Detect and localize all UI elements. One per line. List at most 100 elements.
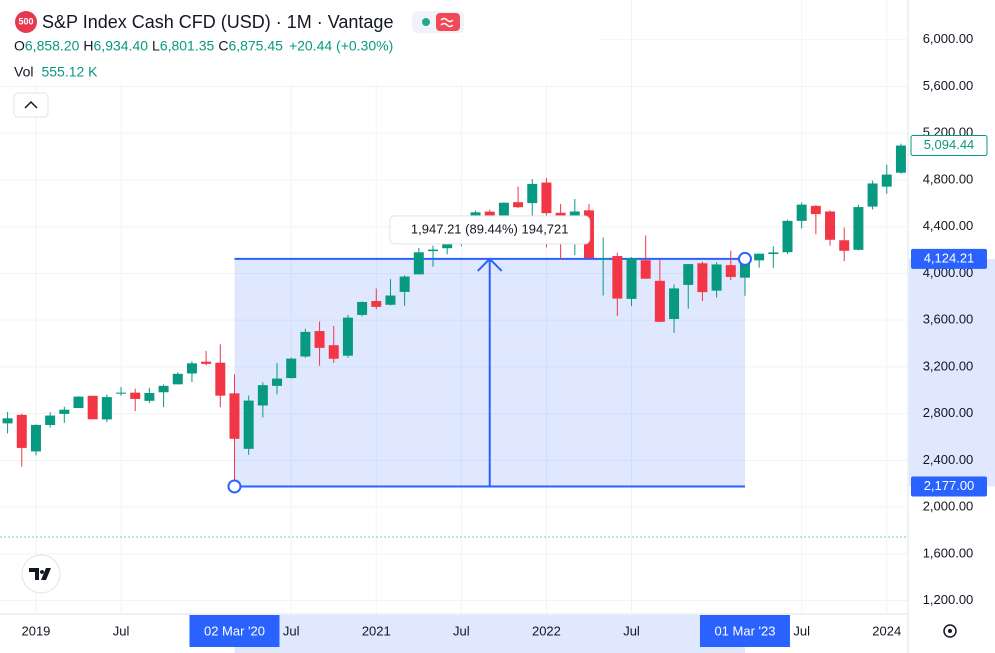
tooltip-box — [389, 215, 591, 245]
candle-body — [768, 252, 779, 255]
candle-body — [59, 409, 70, 414]
candle-body — [825, 211, 836, 240]
candle-body — [314, 331, 325, 348]
measure-end-price-box — [911, 248, 987, 269]
x-tick-label: Jul — [793, 623, 810, 638]
measure-start-price: 2,177.00 — [924, 478, 975, 493]
x-tick-label: Jul — [453, 623, 470, 638]
candle-body — [172, 373, 183, 385]
time-range-highlight — [234, 615, 745, 653]
ohlc-vol: 555.12 K — [41, 64, 98, 80]
candle-body — [300, 331, 311, 357]
candle-body — [101, 397, 112, 420]
ohlc-l: 6,801.35 — [160, 38, 215, 54]
candle-body — [73, 396, 84, 409]
measure-start-price-box — [911, 476, 987, 497]
x-tick-label: 2019 — [21, 623, 50, 638]
measure-end-date: 01 Mar '23 — [714, 623, 775, 638]
x-tick-label: Jul — [283, 623, 300, 638]
candle-body — [654, 280, 665, 322]
candle-body — [243, 400, 254, 449]
y-tick-label: 2,400.00 — [923, 452, 974, 467]
y-tick-label: 4,400.00 — [923, 218, 974, 233]
y-tick-label: 4,800.00 — [923, 171, 974, 186]
y-tick-label: 1,200.00 — [923, 592, 974, 607]
settings-icon[interactable] — [943, 624, 957, 638]
x-tick-label: Jul — [113, 623, 130, 638]
x-tick-label: 2021 — [362, 623, 391, 638]
candle-body — [342, 317, 353, 356]
candle-body — [881, 174, 892, 187]
candle-body — [257, 385, 268, 406]
candle-body — [16, 414, 27, 448]
ohlc-o_label: O — [14, 38, 25, 54]
y-tick-label: 5,600.00 — [923, 78, 974, 93]
measure-start-date: 02 Mar '20 — [204, 623, 265, 638]
candle-body — [626, 258, 637, 299]
candle-body — [669, 288, 680, 320]
ohlc-h_label: H — [83, 38, 93, 54]
candle-body — [2, 418, 13, 424]
candle-body — [45, 415, 56, 426]
price-range-highlight — [909, 258, 995, 487]
candle-body — [810, 205, 821, 215]
candle-body — [229, 393, 240, 439]
labels: 1,947.21 (89.44%) 194,721 4,124.21 2,177.0… — [189, 135, 988, 647]
measure-tooltip: 1,947.21 (89.44%) 194,721 — [411, 221, 569, 236]
y-tick-label: 3,200.00 — [923, 358, 974, 373]
candle-body — [30, 424, 41, 452]
measure-start-handle[interactable] — [227, 479, 242, 494]
candle-body — [357, 301, 368, 315]
candle-body — [272, 378, 283, 386]
x-tick-label: 2024 — [872, 623, 901, 638]
ohlc-change: +20.44 (+0.30%) — [289, 38, 393, 54]
measure-end-price: 4,124.21 — [924, 250, 975, 265]
last-price-box — [910, 135, 988, 157]
candle-body — [739, 260, 750, 278]
header-bg — [0, 0, 600, 84]
candle-body — [895, 145, 906, 173]
ohlc-o: 6,858.20 — [25, 38, 80, 54]
y-tick-label: 6,000.00 — [923, 31, 974, 46]
status-wave — [436, 13, 460, 31]
wave-icon — [440, 17, 454, 28]
candle-body — [116, 392, 127, 394]
measure-end-date-box — [699, 615, 790, 647]
candle-body — [598, 258, 609, 260]
candle-body — [428, 249, 438, 252]
measure — [234, 257, 745, 488]
ohlc-l_label: L — [152, 38, 160, 54]
ohlc: O 6,858.20 H 6,934.40 L 6,801.35 C 6,875.45 +20.… — [14, 38, 393, 80]
measure-start-date-box — [189, 615, 280, 647]
candle-body — [413, 252, 424, 275]
settings-dot — [948, 629, 952, 633]
candle-body — [371, 301, 382, 307]
candle-body — [399, 276, 410, 292]
logo-mark — [29, 568, 51, 580]
candle-body — [796, 204, 807, 221]
ohlc-c_label: C — [218, 38, 228, 54]
candle-body — [130, 392, 141, 399]
candle-body — [527, 183, 538, 204]
measure-end-handle[interactable] — [737, 251, 752, 266]
logo[interactable] — [21, 554, 61, 594]
candle-body — [697, 263, 708, 293]
collapse-button[interactable] — [13, 92, 49, 118]
candle-body — [144, 392, 155, 401]
candle-body — [640, 260, 651, 279]
candle-body — [839, 240, 850, 251]
candle-body — [385, 295, 396, 305]
candle-body — [328, 345, 339, 359]
candle-body — [867, 183, 878, 207]
last-price: 5,094.44 — [924, 137, 975, 152]
candle-body — [286, 358, 297, 379]
candle-body — [725, 265, 736, 277]
candle-body — [513, 202, 524, 208]
y-tick-label: 1,600.00 — [923, 545, 974, 560]
candle-body — [158, 385, 169, 393]
candle-body — [201, 361, 212, 364]
candle-body — [87, 395, 98, 420]
candle-body — [612, 256, 623, 299]
